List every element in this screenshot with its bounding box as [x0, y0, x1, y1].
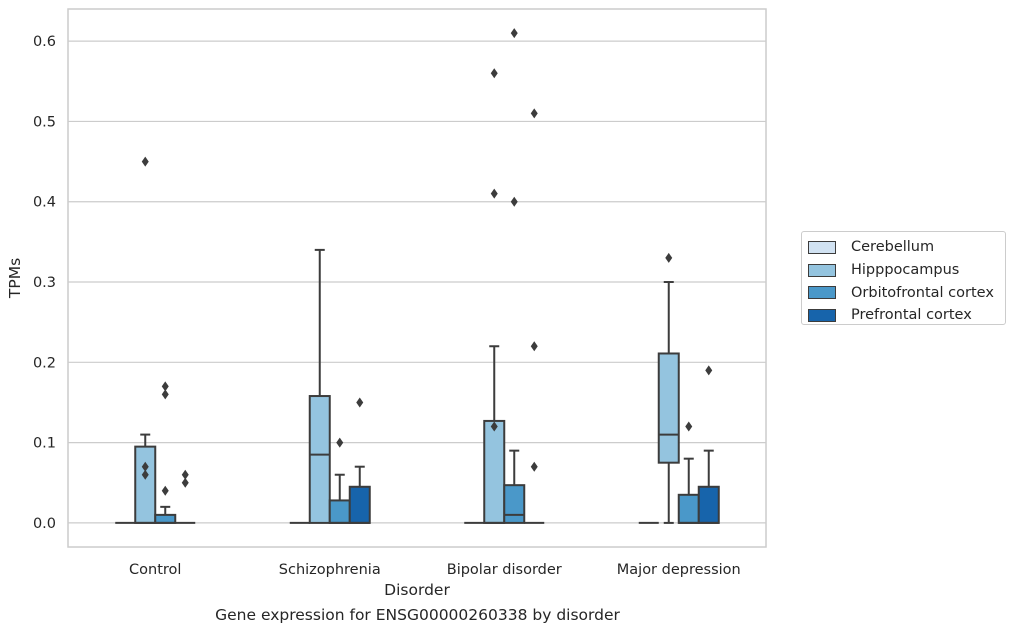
- outlier-point: [161, 389, 169, 400]
- y-tick-label: 0.1: [33, 436, 56, 452]
- legend-item: Orbitofrontal cortex: [808, 281, 1005, 304]
- box-groups: [115, 28, 720, 524]
- y-tick-label: 0.2: [33, 355, 56, 371]
- legend-swatch: [808, 286, 836, 300]
- legend-item: Hipppocampus: [808, 259, 1005, 282]
- box: [154, 513, 177, 524]
- box-orbitofrontal-cortex: [677, 421, 700, 524]
- x-tick-label: Bipolar disorder: [447, 562, 562, 578]
- legend-label: Orbitofrontal cortex: [851, 284, 994, 301]
- box-prefrontal-cortex: [697, 365, 720, 524]
- x-tick-label: Schizophrenia: [279, 562, 381, 578]
- box-prefrontal-cortex: [524, 108, 545, 524]
- box-hipppocampus: [308, 248, 331, 524]
- box: [134, 445, 157, 524]
- outlier-point: [665, 252, 673, 263]
- box-prefrontal-cortex: [348, 397, 371, 524]
- legend-item: Prefrontal cortex: [808, 304, 1005, 327]
- box-hipppocampus: [483, 68, 506, 524]
- outlier-point: [490, 421, 498, 432]
- x-axis-label: Disorder: [384, 581, 450, 599]
- outlier-point: [530, 461, 538, 472]
- outlier-point: [336, 437, 344, 448]
- legend: Cerebellum Hipppocampus Orbitofrontal cort…: [801, 231, 1006, 325]
- legend-label: Cerebellum: [851, 239, 935, 256]
- box-orbitofrontal-cortex: [154, 381, 177, 524]
- y-tick-label: 0.4: [33, 195, 56, 211]
- box: [348, 485, 371, 524]
- legend-swatch: [808, 240, 836, 254]
- outlier-point: [685, 421, 693, 432]
- box: [328, 499, 351, 524]
- box-hipppocampus: [657, 252, 680, 524]
- legend-swatch: [808, 308, 836, 322]
- outlier-point: [490, 188, 498, 199]
- box-orbitofrontal-cortex: [503, 28, 526, 524]
- outlier-point: [141, 156, 149, 167]
- x-tick-labels: Control Schizophrenia Bipolar disorder Majo…: [129, 562, 741, 578]
- y-tick-label: 0.0: [33, 516, 56, 532]
- box: [308, 395, 331, 524]
- box: [483, 419, 506, 524]
- outlier-point: [356, 397, 364, 408]
- y-tick-label: 0.5: [33, 114, 56, 130]
- chart-caption: Gene expression for ENSG00000260338 by d…: [215, 606, 620, 624]
- outlier-point: [705, 365, 713, 376]
- y-axis-label: TPMs: [6, 258, 24, 299]
- outlier-point: [510, 196, 518, 207]
- x-tick-label: Control: [129, 562, 181, 578]
- legend-item: Cerebellum: [808, 236, 1005, 259]
- outlier-point: [510, 28, 518, 39]
- box-orbitofrontal-cortex: [328, 437, 351, 524]
- plot-frame: [67, 8, 767, 548]
- outlier-point: [141, 461, 149, 472]
- y-tick-label: 0.6: [33, 34, 56, 50]
- legend-label: Hipppocampus: [851, 262, 960, 279]
- box: [657, 352, 680, 464]
- legend-swatch: [808, 263, 836, 277]
- box: [503, 484, 526, 524]
- box: [697, 485, 720, 524]
- outlier-point: [141, 469, 149, 480]
- outlier-point: [181, 477, 189, 488]
- legend-label: Prefrontal cortex: [851, 307, 972, 324]
- outlier-point: [530, 341, 538, 352]
- box-hipppocampus: [134, 156, 157, 524]
- y-tick-label: 0.3: [33, 275, 56, 291]
- y-tick-labels: 0.0 0.1 0.2 0.3 0.4 0.5 0.6: [33, 34, 56, 532]
- outlier-point: [161, 485, 169, 496]
- box: [677, 493, 700, 524]
- outlier-point: [530, 108, 538, 119]
- outlier-point: [181, 469, 189, 480]
- outlier-point: [490, 68, 498, 79]
- box-prefrontal-cortex: [175, 469, 196, 524]
- x-tick-label: Major depression: [617, 562, 741, 578]
- grid-lines: [68, 40, 766, 524]
- outlier-point: [161, 381, 169, 392]
